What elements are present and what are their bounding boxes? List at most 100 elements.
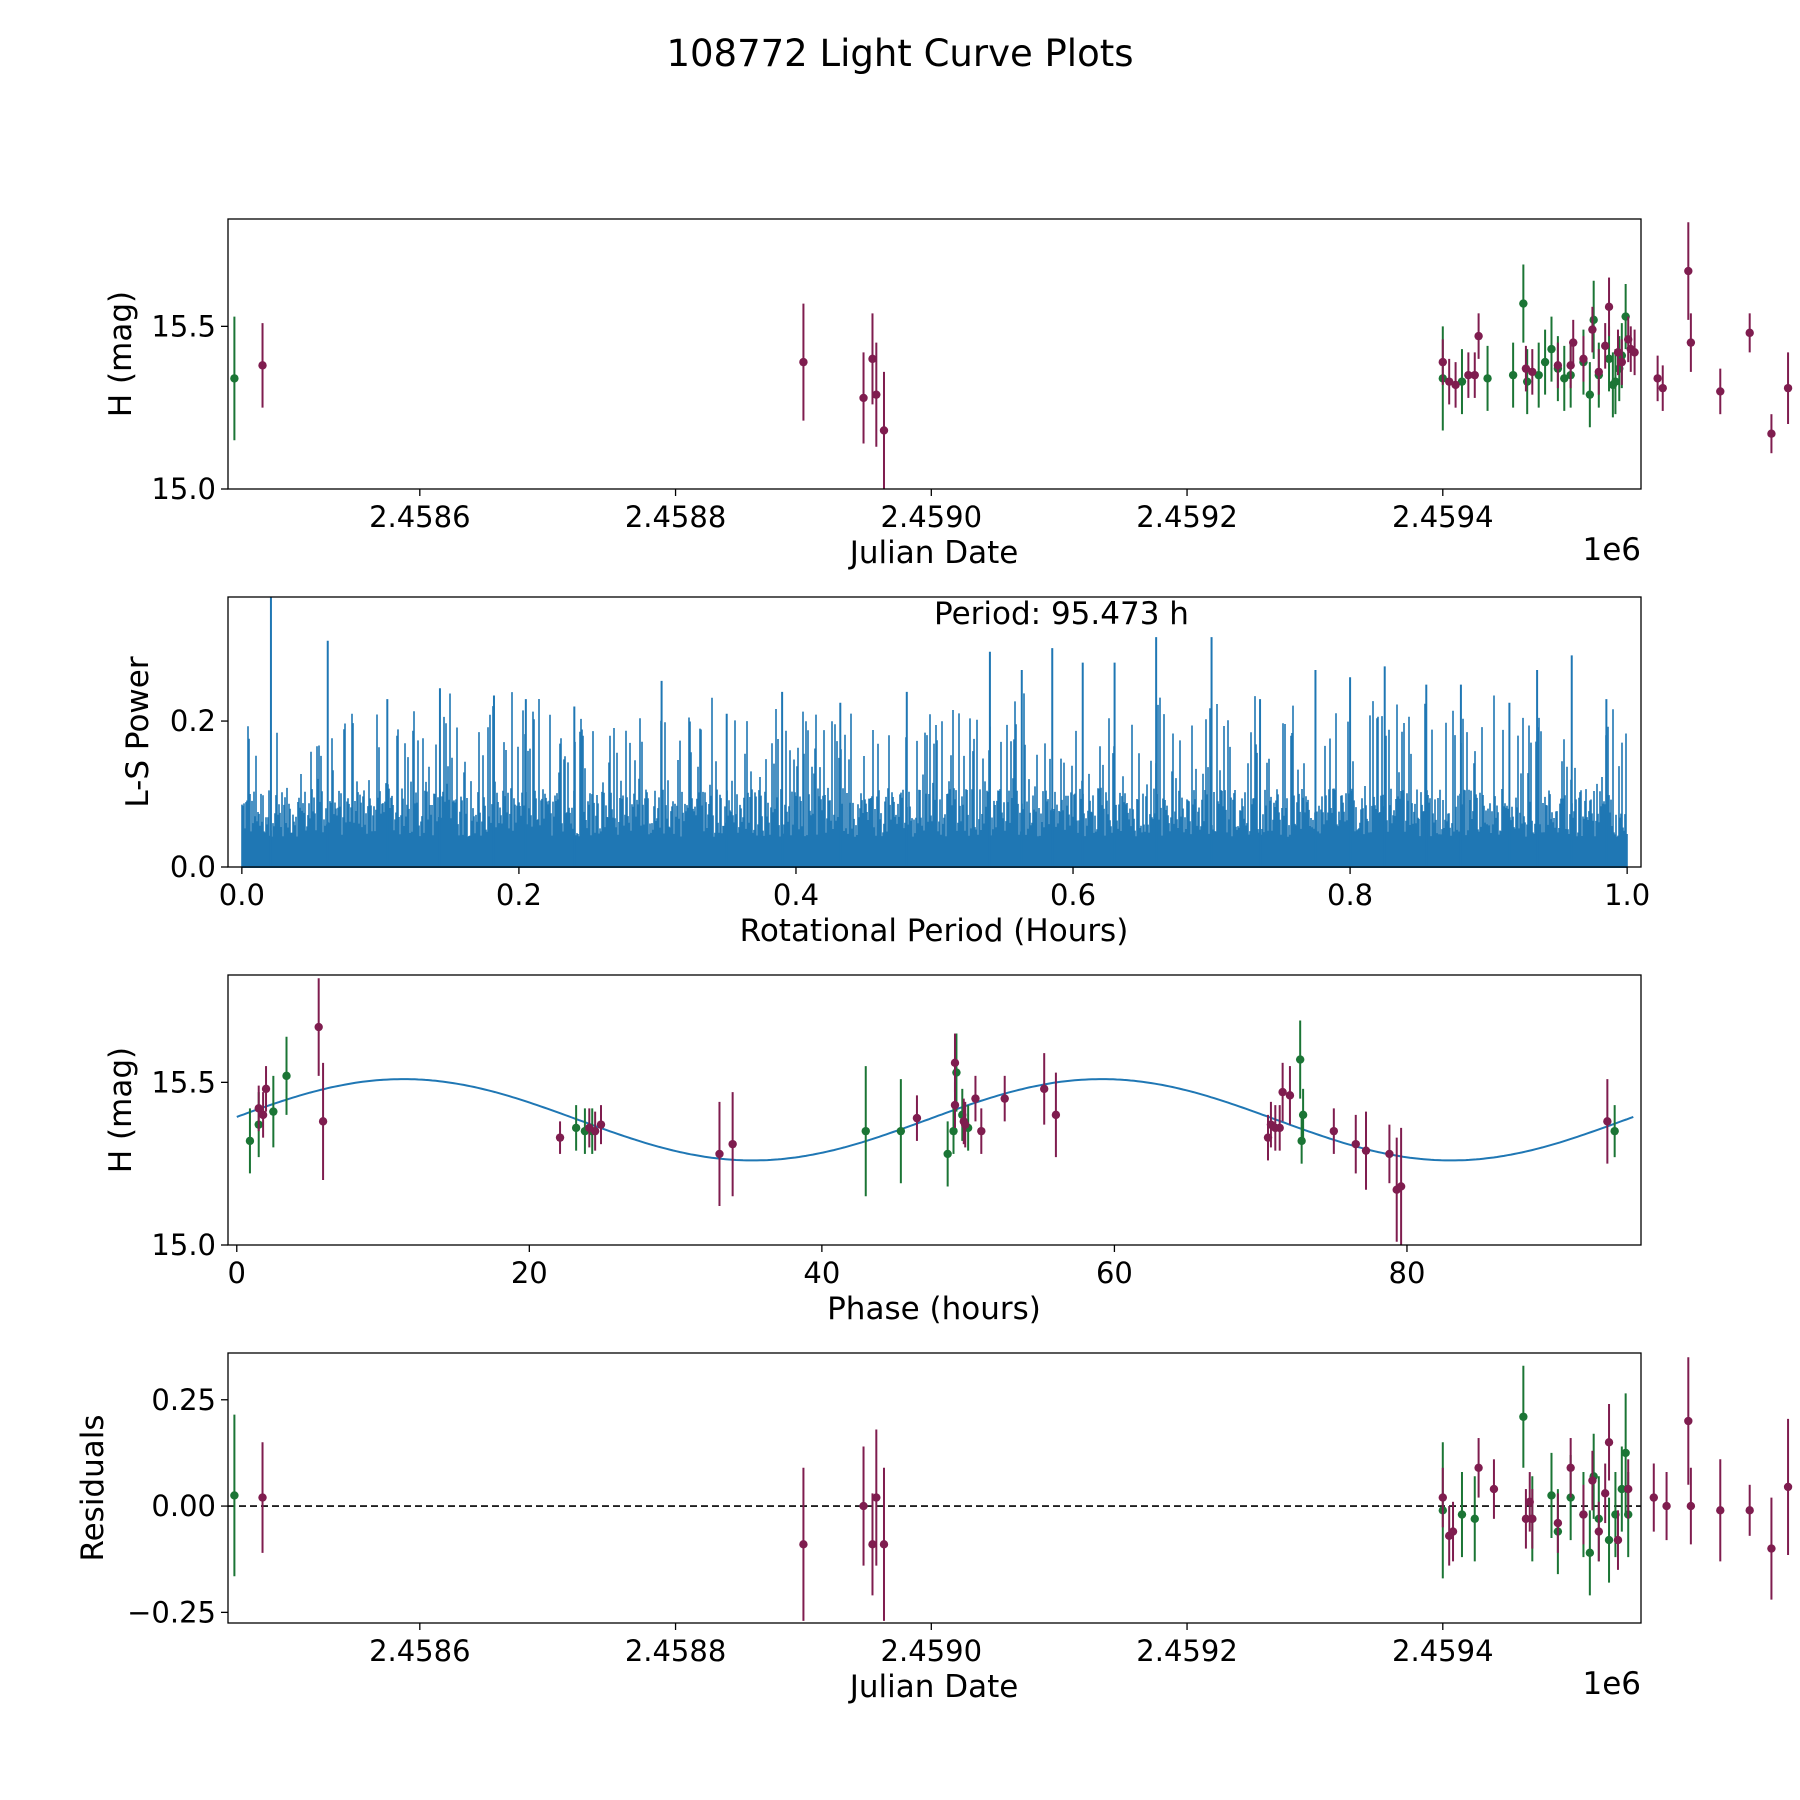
residuals-ticks: 2.4586 2.4588 2.4590 2.4592 2.4594 −0.25 0.00 0… (127, 1383, 1493, 1668)
data-point (1621, 1448, 1630, 1458)
data-point (872, 390, 881, 399)
data-point (258, 361, 267, 370)
phased-axes-frame (227, 974, 1642, 1246)
data-point (1745, 1506, 1754, 1515)
data-point (269, 1107, 278, 1116)
data-point (1385, 1149, 1394, 1159)
data-point (1617, 1484, 1627, 1494)
lightcurve-marks (230, 222, 1793, 489)
data-point (1275, 1123, 1284, 1133)
periodogram-panel: 0.0 0.2 0.4 0.6 0.8 1.0 0.0 0.2 Period: 95.473 … (120, 596, 1650, 949)
data-point (596, 1120, 606, 1129)
data-point (1686, 338, 1696, 347)
phased-ylabel: H (mag) (103, 1047, 139, 1173)
data-point (1566, 1463, 1575, 1473)
residuals-ylabel: Residuals (75, 1414, 111, 1561)
data-point (1610, 1126, 1619, 1136)
data-point (1604, 1438, 1614, 1447)
periodogram-axes-frame (227, 596, 1642, 868)
lightcurve-x-offset: 1e6 (1582, 532, 1641, 568)
data-point (896, 1126, 906, 1136)
data-point (1560, 374, 1569, 383)
lightcurve-panel: 2.4586 2.4588 2.4590 2.4592 2.4594 15.0 15.5 J… (103, 218, 1793, 571)
data-point (1684, 266, 1693, 276)
residuals-x-offset: 1e6 (1582, 1666, 1641, 1702)
data-point (230, 374, 239, 383)
y-tick-label: 0.00 (151, 1489, 216, 1523)
periodogram-ticks: 0.0 0.2 0.4 0.6 0.8 1.0 0.0 0.2 (170, 704, 1650, 912)
model-curve (236, 1078, 1634, 1162)
data-point (859, 1501, 868, 1511)
data-point (912, 1113, 922, 1123)
data-point (282, 1071, 291, 1081)
data-point (799, 1540, 808, 1549)
data-point (1483, 374, 1492, 383)
data-point (952, 1068, 961, 1077)
data-point (1522, 377, 1532, 386)
x-tick-label: 2.4590 (881, 500, 982, 534)
data-point (1298, 1110, 1308, 1120)
periodogram-xlabel: Rotational Period (Hours) (740, 913, 1129, 949)
data-point (261, 1084, 271, 1094)
figure-title: 108772 Light Curve Plots (666, 32, 1133, 75)
data-point (1588, 1476, 1597, 1485)
data-point (314, 1022, 323, 1032)
data-point (1444, 377, 1454, 386)
phased-marks (236, 978, 1634, 1245)
data-point (1783, 1482, 1793, 1492)
data-point (1624, 1484, 1633, 1494)
lightcurve-ticks: 2.4586 2.4588 2.4590 2.4592 2.4594 15.0 15.5 (151, 309, 1493, 534)
data-point (1295, 1055, 1305, 1064)
data-point (571, 1123, 581, 1133)
data-point (1474, 1463, 1483, 1473)
data-point (230, 1491, 239, 1500)
phased-ticks: 0 20 40 60 80 15.0 15.5 (151, 1065, 1425, 1290)
data-point (1508, 370, 1518, 380)
y-tick-label: 0.0 (170, 850, 216, 884)
data-point (949, 1126, 958, 1136)
data-point (1051, 1110, 1061, 1120)
y-tick-label: 0.25 (151, 1383, 216, 1417)
x-tick-label: 2.4588 (625, 500, 726, 534)
data-point (1588, 325, 1597, 334)
data-point (868, 1540, 877, 1549)
x-tick-label: 2.4592 (1136, 500, 1237, 534)
y-tick-label: 15.0 (151, 1228, 216, 1262)
x-tick-label: 2.4592 (1136, 1634, 1237, 1668)
periodogram-annotation: Period: 95.473 h (934, 596, 1189, 632)
data-point (1579, 1510, 1588, 1519)
data-point (590, 1126, 600, 1136)
x-tick-label: 2.4590 (881, 1634, 982, 1668)
data-point (1528, 367, 1537, 377)
x-tick-label: 2.4588 (625, 1634, 726, 1668)
data-point (1604, 354, 1614, 364)
data-point (1285, 1091, 1295, 1100)
data-point (1783, 383, 1793, 393)
data-point (1451, 380, 1460, 390)
x-tick-label: 60 (1096, 1256, 1133, 1290)
y-tick-label: 15.5 (151, 1065, 216, 1099)
data-point (1540, 357, 1550, 367)
data-point (950, 1058, 960, 1068)
data-point (1470, 370, 1479, 380)
data-point (1519, 299, 1528, 308)
data-point (1489, 1484, 1499, 1494)
data-point (1589, 315, 1598, 325)
data-point (1604, 1535, 1614, 1545)
data-point (1534, 370, 1543, 380)
lightcurve-axes-frame (227, 218, 1642, 490)
data-point (1464, 370, 1473, 380)
data-point (1361, 1146, 1371, 1155)
data-point (1438, 1493, 1447, 1502)
data-point (245, 1136, 255, 1146)
data-point (1617, 357, 1627, 367)
data-point (258, 1110, 268, 1120)
y-tick-label: 0.2 (170, 704, 216, 738)
data-point (1547, 344, 1556, 354)
data-point (1470, 1514, 1479, 1524)
x-tick-label: 2.4594 (1392, 500, 1493, 534)
data-point (1457, 377, 1467, 386)
data-point (1528, 1514, 1537, 1524)
data-point (799, 357, 808, 367)
